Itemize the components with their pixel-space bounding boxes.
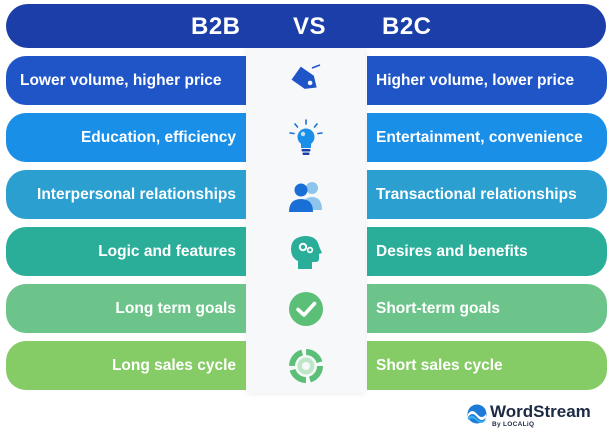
wordstream-logo: WordStream By LOCALiQ xyxy=(466,400,606,434)
row-6-b2c: Short sales cycle xyxy=(367,341,607,390)
lightbulb-icon xyxy=(289,119,323,155)
row-2-b2c: Entertainment, convenience xyxy=(367,113,607,162)
icon-column xyxy=(247,48,365,393)
logo-sub: By LOCALiQ xyxy=(492,421,535,428)
head-brain-icon xyxy=(291,236,322,269)
row-5-b2c: Short-term goals xyxy=(367,284,607,333)
cycle-icon xyxy=(289,349,323,383)
row-4-b2c: Desires and benefits xyxy=(367,227,607,276)
row-6-b2b: Long sales cycle xyxy=(6,341,246,390)
row-4-b2b: Logic and features xyxy=(6,227,246,276)
wordstream-logo-icon xyxy=(467,404,487,424)
header-bar: B2B VS B2C xyxy=(6,4,606,48)
row-2-b2b: Education, efficiency xyxy=(6,113,246,162)
row-1-b2b: Lower volume, higher price xyxy=(6,56,246,105)
logo-name: WordStream xyxy=(490,402,591,421)
row-3-b2b: Interpersonal relationships xyxy=(6,170,246,219)
price-tag-icon xyxy=(291,64,321,89)
row-3-b2c: Transactional relationships xyxy=(367,170,607,219)
header-b2b: B2B xyxy=(191,13,241,40)
header-b2c: B2C xyxy=(382,13,432,40)
people-icon xyxy=(289,182,322,212)
row-5-b2b: Long term goals xyxy=(6,284,246,333)
header-vs: VS xyxy=(293,13,327,40)
checkmark-icon xyxy=(289,292,323,326)
row-1-b2c: Higher volume, lower price xyxy=(367,56,607,105)
